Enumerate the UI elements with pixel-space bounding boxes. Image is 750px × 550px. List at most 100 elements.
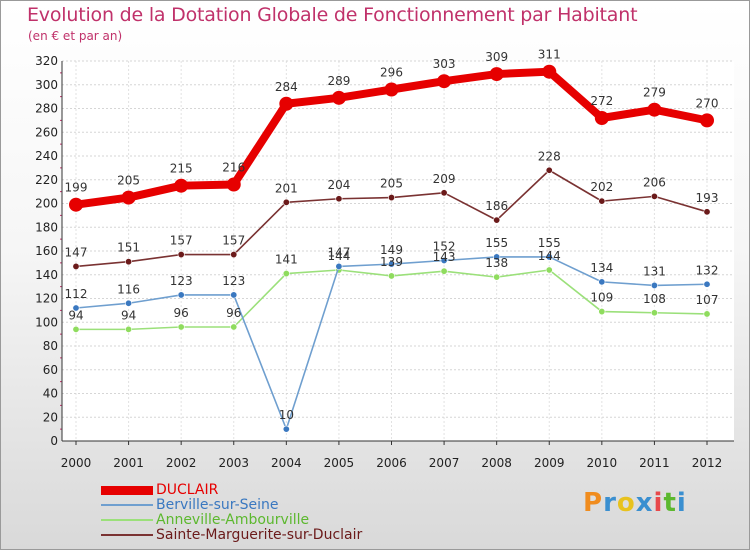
data-point — [598, 308, 606, 316]
data-point — [230, 323, 238, 331]
proxiti-logo: Proxiti — [583, 488, 687, 518]
data-point — [331, 90, 346, 105]
logo-letter: i — [676, 488, 687, 518]
y-tick-label: 20 — [43, 410, 58, 424]
y-tick-label: 160 — [35, 244, 58, 258]
data-point — [493, 253, 501, 261]
legend-label-sainte-marguerite: Sainte-Marguerite-sur-Duclair — [156, 527, 363, 543]
x-tick-label: 2000 — [61, 456, 92, 470]
data-label: 138 — [485, 256, 508, 270]
data-point — [440, 267, 448, 275]
y-tick-label: 260 — [35, 125, 58, 139]
data-label: 309 — [485, 50, 508, 64]
y-tick-label: 220 — [35, 173, 58, 187]
data-label: 147 — [65, 245, 88, 259]
logo-letter: o — [616, 488, 636, 518]
data-point — [598, 278, 606, 286]
data-label: 216 — [222, 161, 245, 175]
data-point — [384, 82, 399, 97]
x-tick-label: 2003 — [218, 456, 249, 470]
y-tick-label: 180 — [35, 220, 58, 234]
x-tick-label: 2006 — [376, 456, 407, 470]
data-label: 123 — [170, 274, 193, 288]
data-label: 143 — [433, 250, 456, 264]
logo-letter: r — [603, 488, 617, 518]
legend-label-anneville: Anneville-Ambourville — [156, 512, 310, 528]
data-label: 112 — [65, 287, 88, 301]
data-point — [437, 74, 452, 89]
data-label: 139 — [380, 255, 403, 269]
data-point — [598, 197, 606, 205]
data-label: 134 — [590, 261, 613, 275]
data-point — [594, 111, 609, 125]
x-tick-label: 2011 — [639, 456, 670, 470]
y-tick-label: 80 — [43, 339, 58, 353]
data-label: 149 — [380, 243, 403, 257]
data-label: 108 — [643, 292, 666, 306]
data-point — [650, 192, 658, 200]
y-tick-label: 40 — [43, 387, 58, 401]
data-point — [125, 258, 133, 266]
x-tick-label: 2007 — [429, 456, 460, 470]
data-label: 94 — [121, 308, 136, 322]
logo-letter: x — [635, 488, 654, 518]
logo-letter: P — [583, 488, 604, 518]
data-label: 201 — [275, 181, 298, 195]
data-label: 296 — [380, 66, 403, 80]
data-point — [282, 425, 290, 433]
data-point — [440, 256, 448, 264]
data-label: 311 — [538, 48, 561, 62]
y-tick-label: 320 — [35, 54, 58, 68]
y-tick-label: 240 — [35, 149, 58, 163]
data-point — [69, 197, 83, 212]
data-point — [542, 64, 557, 79]
x-tick-label: 2012 — [692, 456, 723, 470]
data-point — [387, 194, 395, 202]
data-label: 144 — [327, 249, 350, 263]
data-point — [174, 178, 189, 193]
data-point — [493, 273, 501, 281]
data-point — [177, 291, 185, 299]
legend-swatch-anneville — [101, 519, 153, 521]
data-label: 215 — [170, 162, 193, 176]
y-tick-label: 300 — [35, 78, 58, 92]
data-label: 228 — [538, 149, 561, 163]
chart-title: Evolution de la Dotation Globale de Fonc… — [27, 4, 638, 26]
data-label: 157 — [222, 234, 245, 248]
data-label: 155 — [538, 236, 561, 250]
data-label: 144 — [538, 249, 561, 263]
data-point — [545, 166, 553, 174]
data-label: 123 — [222, 274, 245, 288]
data-point — [226, 177, 241, 192]
data-label: 204 — [327, 178, 350, 192]
data-point — [72, 304, 80, 312]
data-label: 141 — [275, 253, 298, 267]
data-label: 94 — [68, 308, 83, 322]
data-point — [72, 325, 80, 333]
data-label: 132 — [696, 263, 719, 277]
data-label: 279 — [643, 86, 666, 100]
data-label: 147 — [327, 245, 350, 259]
data-label: 116 — [117, 282, 140, 296]
data-label: 303 — [433, 57, 456, 71]
logo-letter: t — [663, 488, 677, 518]
y-tick-label: 280 — [35, 102, 58, 116]
data-label: 186 — [485, 199, 508, 213]
x-tick-label: 2009 — [534, 456, 565, 470]
legend-swatch-sainte-marguerite — [101, 534, 153, 536]
legend-label-duclair: DUCLAIR — [156, 482, 219, 498]
data-point — [700, 113, 714, 128]
data-point — [230, 251, 238, 259]
data-label: 289 — [327, 74, 350, 88]
data-label: 109 — [590, 291, 613, 305]
data-label: 205 — [380, 177, 403, 191]
data-label: 270 — [696, 96, 719, 110]
data-point — [650, 281, 658, 289]
data-point — [279, 96, 294, 111]
data-point — [335, 195, 343, 203]
data-point — [282, 198, 290, 206]
data-label: 199 — [65, 181, 88, 195]
data-label: 96 — [226, 306, 241, 320]
y-tick-label: 60 — [43, 363, 58, 377]
